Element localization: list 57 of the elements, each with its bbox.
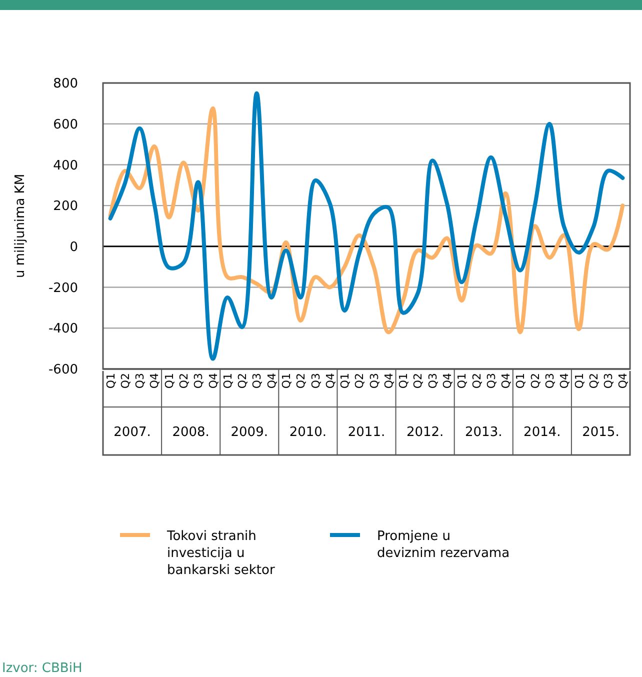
x-tick-label: Q1 xyxy=(280,373,293,389)
x-tick-label: Q4 xyxy=(500,373,513,389)
x-tick-label: Q3 xyxy=(134,373,147,389)
text: 2013. xyxy=(465,425,502,440)
y-tick-label: -600 xyxy=(48,362,78,378)
text: 2008. xyxy=(172,425,210,440)
text: 2014. xyxy=(524,425,561,440)
x-tick-label: Q4 xyxy=(382,373,396,389)
x-tick-label: Q2 xyxy=(294,373,308,389)
x-tick-label: Q4 xyxy=(616,373,630,389)
x-tick-label: Q2 xyxy=(353,373,366,389)
y-tick-label: 600 xyxy=(53,117,78,132)
x-tick-label: Q2 xyxy=(236,373,250,389)
x-tick-label: Q3 xyxy=(543,373,556,389)
y-axis-title: u milijunima KM xyxy=(13,174,28,278)
x-tick-label: Q4 xyxy=(324,373,337,389)
x-tick-label: Q2 xyxy=(178,373,191,389)
text: 2010. xyxy=(289,425,327,440)
x-tick-label: Q3 xyxy=(484,373,498,389)
x-tick-label: Q1 xyxy=(162,373,176,389)
x-tick-label: Q3 xyxy=(192,373,206,389)
x-tick-label: Q4 xyxy=(558,373,572,389)
y-tick-label: 200 xyxy=(53,199,78,214)
x-tick-label: Q2 xyxy=(587,373,600,389)
legend-label: Tokovi stranih investicija u bankarski sektor xyxy=(166,529,276,578)
text: 2007. xyxy=(114,425,151,440)
text: 2011. xyxy=(348,425,386,440)
x-tick-label: Q3 xyxy=(426,373,440,389)
text: 2009. xyxy=(230,425,268,440)
x-tick-label: Q1 xyxy=(572,373,586,389)
x-tick-label: Q4 xyxy=(441,373,454,389)
x-tick-label: Q1 xyxy=(338,373,352,389)
x-tick-label: Q2 xyxy=(470,373,484,389)
x-tick-label: Q1 xyxy=(104,373,118,389)
x-tick-label: Q2 xyxy=(118,373,132,389)
text: 2012. xyxy=(406,425,444,440)
x-tick-label: Q1 xyxy=(514,373,528,389)
x-tick-label: Q2 xyxy=(528,373,542,389)
x-tick-label: Q3 xyxy=(602,373,616,389)
x-tick-label: Q1 xyxy=(456,373,469,389)
y-tick-label: 0 xyxy=(70,240,78,255)
y-tick-label: -200 xyxy=(48,280,78,296)
x-tick-label: Q4 xyxy=(206,373,220,389)
x-tick-label: Q4 xyxy=(148,373,162,389)
x-tick-label: Q1 xyxy=(221,373,234,389)
x-tick-label: Q3 xyxy=(250,373,264,389)
x-tick-label: Q3 xyxy=(368,373,381,389)
y-tick-label: 800 xyxy=(53,76,78,92)
x-tick-label: Q3 xyxy=(309,373,322,389)
y-tick-label: 400 xyxy=(53,158,78,174)
legend-label: Promjene u deviznim rezervama xyxy=(377,529,510,561)
y-tick-label: -400 xyxy=(48,322,78,337)
x-tick-label: Q2 xyxy=(412,373,425,389)
x-tick-label: Q4 xyxy=(265,373,278,389)
text: 2015. xyxy=(582,425,620,440)
text: Izvor: CBBiH xyxy=(2,661,82,676)
x-tick-label: Q1 xyxy=(397,373,410,389)
